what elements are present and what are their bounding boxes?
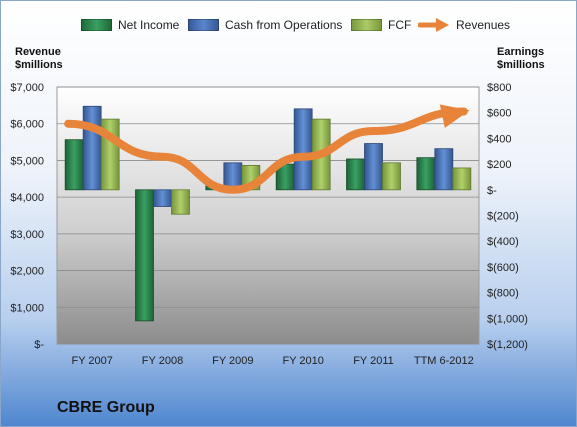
left-axis-title-line-2: $millions: [15, 59, 63, 71]
fcf-bar: [452, 167, 472, 191]
legend-swatch-net-income: [81, 19, 112, 31]
cfo-bar: [293, 108, 313, 191]
left-tick-label: $1,000: [10, 302, 44, 314]
net-income-bar: [346, 158, 365, 191]
net-income-bar: [64, 139, 84, 191]
left-tick-label: $-: [34, 339, 44, 351]
right-tick-label: $(600): [487, 262, 519, 274]
cfo-bar: [434, 148, 454, 191]
legend-arrow-icon: [418, 18, 449, 32]
right-tick-label: $-: [487, 185, 497, 197]
legend-item-net-income: Net Income: [81, 15, 179, 35]
category-label: FY 2007: [71, 355, 112, 367]
right-axis-title-line-2: $millions: [497, 59, 545, 71]
right-tick-label: $(1,200): [487, 339, 528, 351]
category-label: TTM 6-2012: [414, 355, 474, 367]
revenues-line: [64, 107, 468, 194]
fcf-bar: [171, 189, 190, 215]
legend-item-fcf: FCF: [351, 15, 411, 35]
left-tick-label: $2,000: [10, 266, 44, 278]
legend-label-cfo: Cash from Operations: [225, 18, 343, 32]
legend-label-fcf: FCF: [388, 18, 412, 32]
category-label: FY 2011: [353, 355, 394, 367]
fcf-bar: [382, 162, 401, 191]
right-axis-title: Earnings $millions: [497, 46, 545, 72]
cfo-bar: [153, 189, 172, 207]
category-label: FY 2008: [142, 355, 183, 367]
category-label: FY 2009: [212, 355, 253, 367]
left-tick-label: $7,000: [10, 82, 44, 94]
right-tick-label: $800: [487, 82, 511, 94]
left-axis-title: Revenue $millions: [15, 46, 63, 72]
right-tick-label: $(800): [487, 288, 519, 300]
right-tick-label: $(1,000): [487, 313, 528, 325]
left-tick-label: $5,000: [10, 155, 44, 167]
legend-swatch-fcf: [351, 19, 382, 31]
company-name: CBRE Group: [57, 399, 155, 416]
left-axis-title-line-1: Revenue: [15, 46, 61, 58]
right-tick-label: $(200): [487, 211, 519, 223]
left-tick-label: $3,000: [10, 229, 44, 241]
cfo-bar: [364, 143, 383, 191]
cfo-bar: [82, 105, 102, 191]
plot-area: [56, 86, 480, 345]
left-tick-label: $6,000: [10, 119, 44, 131]
right-tick-label: $400: [487, 133, 511, 145]
left-tick-label: $4,000: [10, 192, 44, 204]
legend-item-revenues: Revenues: [418, 15, 510, 35]
right-tick-label: $(400): [487, 236, 519, 248]
legend-label-revenues: Revenues: [456, 18, 511, 32]
net-income-bar: [135, 189, 154, 322]
net-income-bar: [416, 157, 436, 191]
revenues-arrowhead: [439, 104, 470, 128]
legend-item-cfo: Cash from Operations: [188, 15, 342, 35]
legend: Net Income Cash from Operations FCF Reve…: [1, 15, 576, 35]
right-tick-label: $600: [487, 108, 511, 120]
legend-label-net-income: Net Income: [118, 18, 180, 32]
right-axis-title-line-1: Earnings: [497, 46, 545, 58]
legend-swatch-cfo: [188, 19, 219, 31]
right-tick-label: $200: [487, 159, 511, 171]
category-label: FY 2010: [282, 355, 323, 367]
